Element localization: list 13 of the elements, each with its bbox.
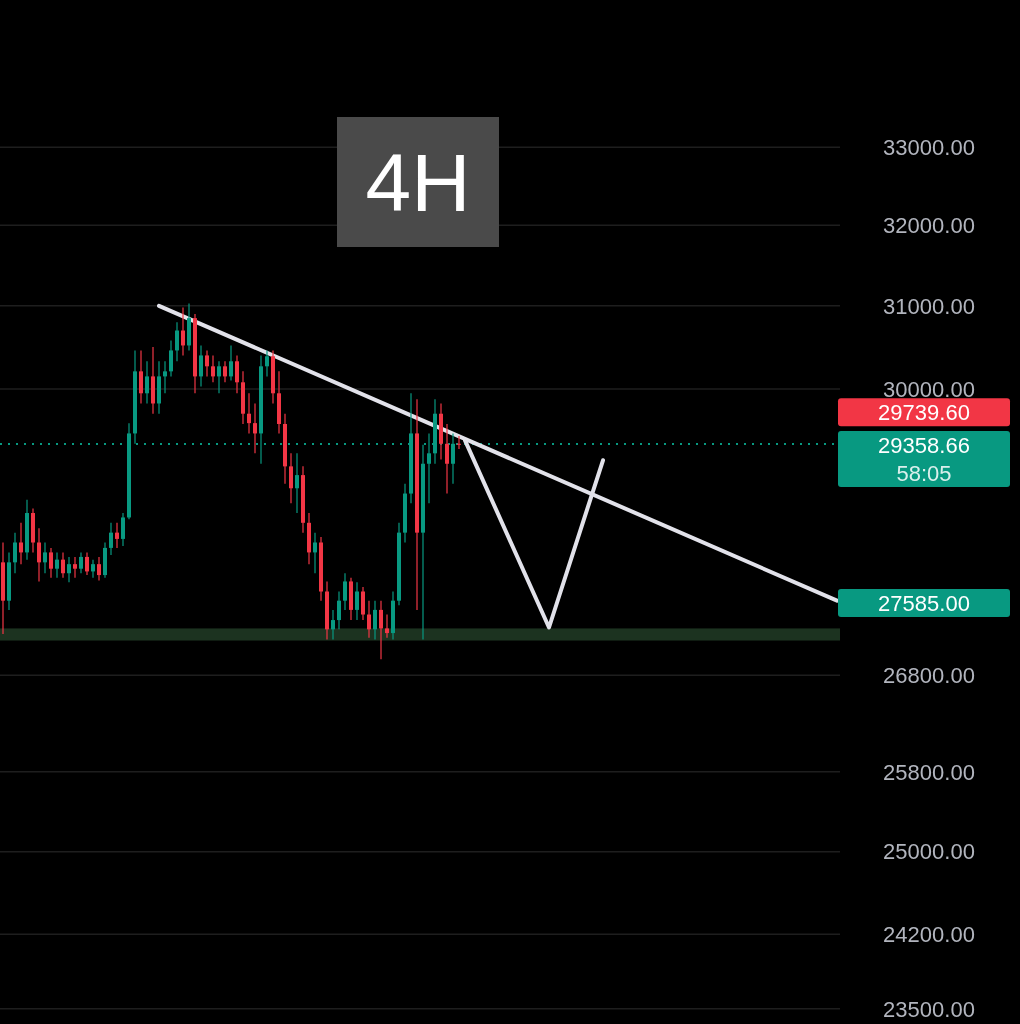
- price-tag: 29358.66 58:05: [838, 430, 1010, 487]
- y-tick-label: 25000.00: [883, 839, 975, 865]
- y-tick-label: 24200.00: [883, 922, 975, 948]
- price-tag: 27585.00: [838, 589, 1010, 618]
- y-tick-label: 25800.00: [883, 759, 975, 785]
- y-tick-label: 23500.00: [883, 996, 975, 1022]
- y-tick-label: 31000.00: [883, 293, 975, 319]
- text: 4H: [365, 136, 471, 228]
- ref-line-label: 29358.66 58:05: [878, 432, 970, 486]
- y-tick-label: 26800.00: [883, 663, 975, 689]
- y-tick-label: 32000.00: [883, 212, 975, 238]
- price-tag: 29739.60: [838, 398, 1010, 427]
- y-tick-label: 33000.00: [883, 134, 975, 160]
